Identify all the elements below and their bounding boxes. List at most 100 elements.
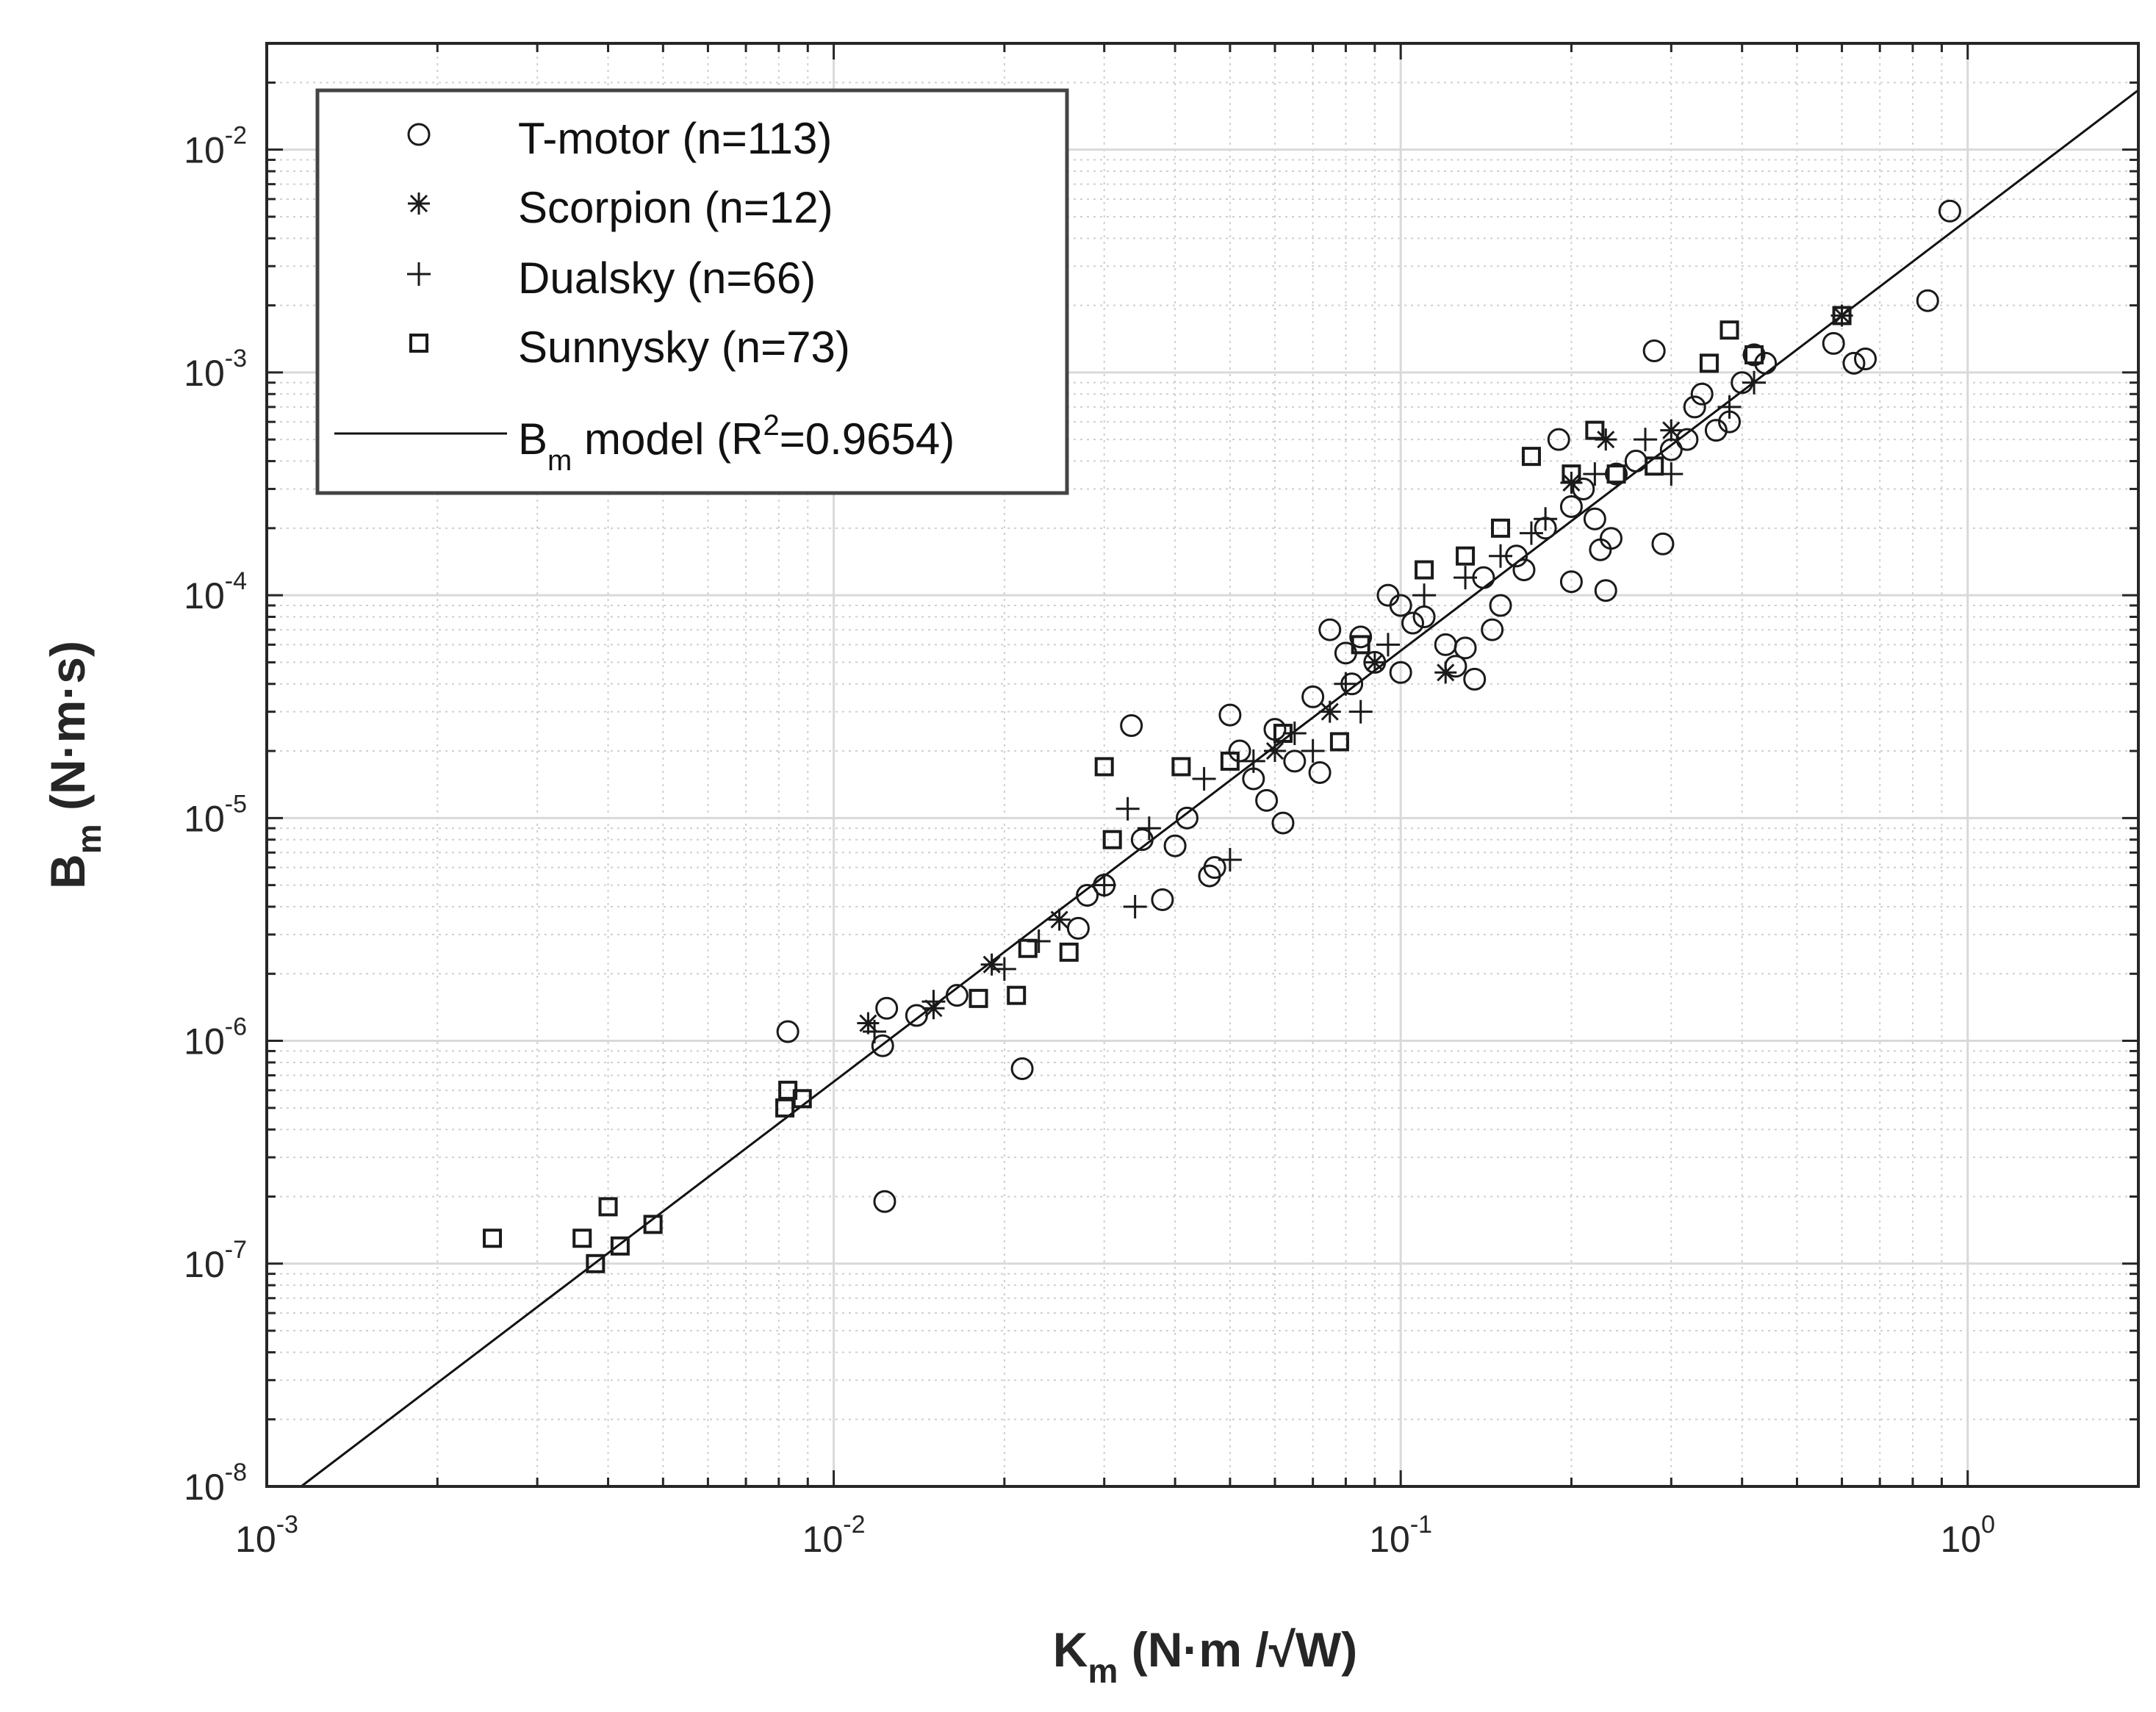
y-tick-label: 10-2: [184, 122, 247, 171]
legend-marker-square: [409, 334, 428, 353]
x-tick-label: 10-1: [1369, 1511, 1432, 1560]
data-point-circle: [1559, 494, 1583, 518]
data-point-circle: [1283, 749, 1307, 773]
data-point-circle: [1120, 714, 1143, 738]
data-point-square: [1094, 757, 1114, 777]
data-point-circle: [1066, 916, 1090, 940]
data-point-circle: [1010, 1057, 1034, 1080]
x-axis-label-main: K: [1053, 1622, 1088, 1677]
y-tick-base: 10: [184, 353, 225, 394]
data-point-plus: [1115, 796, 1140, 821]
legend-marker-circle: [407, 123, 431, 146]
data-point-circle: [1318, 618, 1342, 641]
data-point-plus: [1489, 544, 1513, 568]
data-point-circle: [871, 1034, 894, 1057]
y-axis-label-main: B: [40, 854, 95, 889]
data-point-plus: [1412, 583, 1437, 608]
data-point-circle: [1308, 760, 1332, 784]
data-point-plus: [1334, 672, 1358, 696]
series-dualsky: [863, 370, 1767, 1044]
data-point-plus: [1348, 699, 1373, 724]
legend-model-sup: 2: [763, 409, 779, 442]
data-point-circle: [1559, 570, 1583, 594]
data-point-plus: [1633, 428, 1657, 452]
data-point-plus: [1717, 395, 1742, 419]
y-tick-label: 10-6: [184, 1013, 247, 1062]
data-point-plus: [1301, 739, 1325, 763]
data-point-plus: [863, 1020, 887, 1044]
y-tick-base: 10: [184, 798, 225, 839]
data-point-square: [598, 1197, 618, 1217]
y-tick-exponent: -7: [225, 1236, 247, 1264]
y-tick-exponent: -6: [225, 1013, 247, 1041]
data-point-circle: [1916, 289, 1939, 312]
y-tick-base: 10: [184, 1021, 225, 1062]
data-point-plus: [1218, 848, 1242, 872]
legend-item-scorpion: Scorpion (n=12): [408, 183, 833, 232]
data-point-square: [1171, 757, 1191, 777]
data-point-plus: [1282, 722, 1307, 746]
data-point-square: [643, 1215, 663, 1234]
data-point-plus: [921, 990, 946, 1014]
model-line: [300, 89, 2139, 1488]
x-tick-base: 10: [235, 1519, 276, 1560]
data-point-square: [1059, 942, 1079, 962]
data-point-square: [1273, 724, 1293, 744]
data-point-square: [1018, 938, 1038, 958]
data-point-circle: [945, 984, 969, 1007]
legend: T-motor (n=113) Scorpion (n=12) Dualsky …: [315, 88, 1069, 495]
data-point-circle: [1163, 834, 1187, 857]
data-point-circle: [1583, 507, 1606, 530]
tick-marks: [265, 42, 2140, 1488]
data-point-square: [1351, 635, 1370, 655]
data-point-circle: [1076, 883, 1099, 907]
legend-label-scorpion: Scorpion (n=12): [518, 183, 833, 232]
legend-marker-plus: [407, 262, 431, 286]
data-point-asterisk: [1048, 908, 1071, 931]
data-point-circle: [1389, 661, 1412, 684]
data-point-square: [610, 1236, 630, 1256]
data-point-plus: [1137, 816, 1161, 841]
legend-model-sub: m: [547, 445, 572, 477]
data-point-asterisk: [1363, 651, 1386, 674]
data-point-square: [1699, 353, 1719, 373]
y-tick-exponent: -4: [225, 567, 247, 595]
data-point-circle: [1228, 739, 1251, 763]
data-point-square: [1415, 560, 1434, 580]
legend-marker-asterisk: [408, 193, 430, 215]
data-point-square: [1329, 732, 1349, 752]
data-point-asterisk: [980, 953, 1003, 976]
x-axis-label-sub: m: [1088, 1652, 1118, 1690]
y-tick-labels: 10-810-710-610-510-410-310-2: [184, 122, 247, 1508]
data-point-square: [483, 1229, 503, 1248]
data-point-circle: [1822, 331, 1845, 355]
data-point-plus: [1534, 507, 1558, 531]
x-tick-labels: 10-3 10-2 10-1 100: [235, 1511, 1995, 1560]
data-point-square: [1832, 306, 1852, 326]
data-point-square: [1102, 830, 1122, 849]
data-point-circle: [1130, 828, 1154, 852]
legend-item-tmotor: T-motor (n=113): [407, 114, 832, 163]
data-point-plus: [1376, 633, 1400, 657]
data-point-square: [1521, 447, 1541, 467]
data-point-square: [969, 988, 988, 1008]
data-point-circle: [1742, 343, 1766, 367]
data-point-plus: [1123, 895, 1147, 919]
plot-frame: [265, 42, 2140, 1488]
data-point-circle: [1651, 532, 1675, 555]
data-point-plus: [1742, 370, 1767, 395]
legend-symbol-asterisk: [408, 193, 430, 215]
legend-label-model: Bm model (R2=0.9654): [518, 409, 955, 477]
data-point-circle: [875, 996, 899, 1020]
data-point-square: [586, 1254, 606, 1273]
legend-model-mid: model (R: [572, 414, 763, 464]
y-tick-base: 10: [184, 575, 225, 616]
y-axis-label: Bm (N·m·s): [40, 641, 108, 889]
data-point-plus: [1453, 566, 1478, 590]
data-point-circle: [1203, 856, 1226, 880]
data-point-circle: [1704, 419, 1728, 442]
x-tick-base: 10: [802, 1519, 844, 1560]
data-point-plus: [992, 957, 1016, 981]
y-tick-label: 10-3: [184, 345, 247, 394]
